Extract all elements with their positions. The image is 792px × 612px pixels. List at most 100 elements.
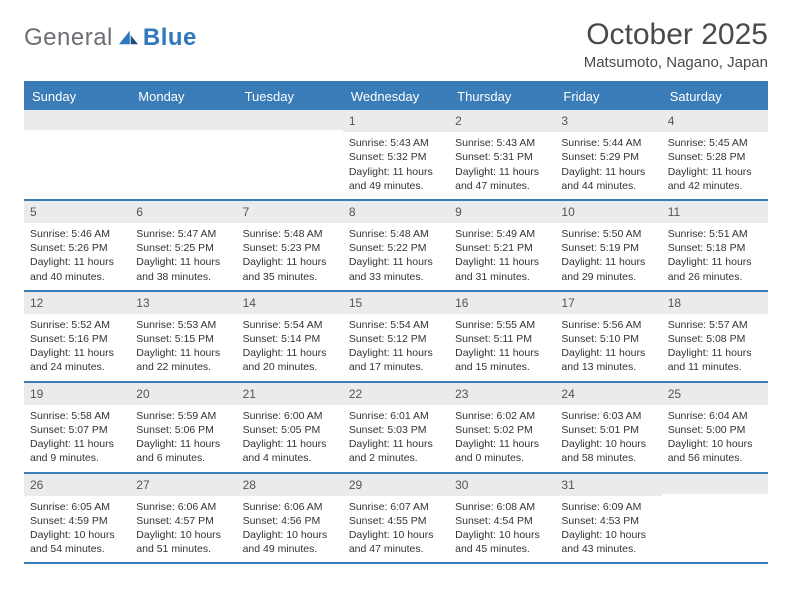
day-info-line: and 26 minutes.: [668, 270, 762, 284]
day-body: Sunrise: 5:45 AMSunset: 5:28 PMDaylight:…: [662, 132, 768, 199]
day-body: Sunrise: 5:54 AMSunset: 5:14 PMDaylight:…: [237, 314, 343, 381]
day-info-line: and 24 minutes.: [30, 360, 124, 374]
day-body: Sunrise: 6:06 AMSunset: 4:57 PMDaylight:…: [130, 496, 236, 563]
logo: General Blue: [24, 18, 197, 52]
day-info-line: Sunrise: 5:45 AM: [668, 136, 762, 150]
day-body: Sunrise: 6:03 AMSunset: 5:01 PMDaylight:…: [555, 405, 661, 472]
day-cell: [130, 110, 236, 199]
day-cell: 27Sunrise: 6:06 AMSunset: 4:57 PMDayligh…: [130, 474, 236, 563]
day-number: 19: [24, 383, 130, 405]
weekday-thursday: Thursday: [449, 83, 555, 110]
day-info-line: Sunrise: 6:01 AM: [349, 409, 443, 423]
day-info-line: Daylight: 10 hours: [561, 528, 655, 542]
day-info-line: Sunrise: 6:08 AM: [455, 500, 549, 514]
day-info-line: and 42 minutes.: [668, 179, 762, 193]
weekday-monday: Monday: [130, 83, 236, 110]
day-info-line: Sunset: 5:22 PM: [349, 241, 443, 255]
day-number: [237, 110, 343, 130]
day-info-line: Sunset: 5:03 PM: [349, 423, 443, 437]
day-body: Sunrise: 6:09 AMSunset: 4:53 PMDaylight:…: [555, 496, 661, 563]
day-info-line: Daylight: 11 hours: [136, 255, 230, 269]
day-info-line: and 56 minutes.: [668, 451, 762, 465]
day-info-line: Sunset: 5:02 PM: [455, 423, 549, 437]
day-info-line: and 11 minutes.: [668, 360, 762, 374]
day-info-line: Daylight: 10 hours: [136, 528, 230, 542]
day-cell: [24, 110, 130, 199]
day-info-line: Daylight: 11 hours: [561, 165, 655, 179]
day-info-line: Sunset: 5:19 PM: [561, 241, 655, 255]
day-info-line: Sunrise: 5:48 AM: [243, 227, 337, 241]
day-info-line: and 9 minutes.: [30, 451, 124, 465]
day-info-line: Sunset: 5:00 PM: [668, 423, 762, 437]
day-info-line: Sunset: 5:05 PM: [243, 423, 337, 437]
day-info-line: Daylight: 11 hours: [349, 255, 443, 269]
day-cell: 26Sunrise: 6:05 AMSunset: 4:59 PMDayligh…: [24, 474, 130, 563]
day-body: Sunrise: 5:43 AMSunset: 5:32 PMDaylight:…: [343, 132, 449, 199]
day-body: Sunrise: 5:57 AMSunset: 5:08 PMDaylight:…: [662, 314, 768, 381]
day-number: [662, 474, 768, 494]
day-info-line: Sunset: 5:14 PM: [243, 332, 337, 346]
day-info-line: and 54 minutes.: [30, 542, 124, 556]
day-info-line: Daylight: 11 hours: [455, 346, 549, 360]
day-number: 13: [130, 292, 236, 314]
day-cell: 16Sunrise: 5:55 AMSunset: 5:11 PMDayligh…: [449, 292, 555, 381]
day-info-line: Sunset: 5:31 PM: [455, 150, 549, 164]
day-info-line: Sunrise: 6:06 AM: [243, 500, 337, 514]
day-info-line: and 2 minutes.: [349, 451, 443, 465]
day-info-line: Sunset: 4:57 PM: [136, 514, 230, 528]
day-info-line: and 13 minutes.: [561, 360, 655, 374]
day-number: 18: [662, 292, 768, 314]
day-info-line: and 4 minutes.: [243, 451, 337, 465]
weekday-header-row: Sunday Monday Tuesday Wednesday Thursday…: [24, 83, 768, 110]
day-body: Sunrise: 5:52 AMSunset: 5:16 PMDaylight:…: [24, 314, 130, 381]
day-info-line: Daylight: 11 hours: [349, 346, 443, 360]
day-info-line: Sunrise: 5:54 AM: [243, 318, 337, 332]
day-info-line: Sunset: 4:55 PM: [349, 514, 443, 528]
day-number: 16: [449, 292, 555, 314]
day-number: 14: [237, 292, 343, 314]
day-info-line: Sunrise: 5:50 AM: [561, 227, 655, 241]
day-info-line: and 33 minutes.: [349, 270, 443, 284]
week-row: 26Sunrise: 6:05 AMSunset: 4:59 PMDayligh…: [24, 474, 768, 565]
day-info-line: Daylight: 11 hours: [668, 165, 762, 179]
day-info-line: Daylight: 11 hours: [243, 437, 337, 451]
day-info-line: and 38 minutes.: [136, 270, 230, 284]
day-number: 25: [662, 383, 768, 405]
day-body: Sunrise: 5:48 AMSunset: 5:22 PMDaylight:…: [343, 223, 449, 290]
day-number: 21: [237, 383, 343, 405]
day-cell: 30Sunrise: 6:08 AMSunset: 4:54 PMDayligh…: [449, 474, 555, 563]
day-info-line: Sunset: 5:28 PM: [668, 150, 762, 164]
day-body: Sunrise: 6:01 AMSunset: 5:03 PMDaylight:…: [343, 405, 449, 472]
day-number: 8: [343, 201, 449, 223]
day-body: Sunrise: 5:43 AMSunset: 5:31 PMDaylight:…: [449, 132, 555, 199]
day-number: 23: [449, 383, 555, 405]
day-info-line: Sunset: 5:06 PM: [136, 423, 230, 437]
day-body: Sunrise: 5:46 AMSunset: 5:26 PMDaylight:…: [24, 223, 130, 290]
day-info-line: Sunset: 5:16 PM: [30, 332, 124, 346]
day-info-line: Daylight: 10 hours: [243, 528, 337, 542]
day-body: Sunrise: 5:54 AMSunset: 5:12 PMDaylight:…: [343, 314, 449, 381]
day-info-line: Sunrise: 5:52 AM: [30, 318, 124, 332]
day-cell: [662, 474, 768, 563]
day-cell: 28Sunrise: 6:06 AMSunset: 4:56 PMDayligh…: [237, 474, 343, 563]
day-info-line: Daylight: 10 hours: [30, 528, 124, 542]
day-info-line: Daylight: 11 hours: [561, 346, 655, 360]
day-number: 26: [24, 474, 130, 496]
day-info-line: Daylight: 11 hours: [136, 346, 230, 360]
weekday-saturday: Saturday: [662, 83, 768, 110]
day-info-line: Sunset: 5:01 PM: [561, 423, 655, 437]
day-info-line: and 40 minutes.: [30, 270, 124, 284]
month-title: October 2025: [584, 18, 768, 52]
weeks-container: 1Sunrise: 5:43 AMSunset: 5:32 PMDaylight…: [24, 110, 768, 564]
day-body: Sunrise: 5:59 AMSunset: 5:06 PMDaylight:…: [130, 405, 236, 472]
day-info-line: Daylight: 11 hours: [243, 346, 337, 360]
day-body: Sunrise: 5:53 AMSunset: 5:15 PMDaylight:…: [130, 314, 236, 381]
day-info-line: Sunrise: 6:05 AM: [30, 500, 124, 514]
day-cell: 6Sunrise: 5:47 AMSunset: 5:25 PMDaylight…: [130, 201, 236, 290]
day-info-line: Sunset: 5:29 PM: [561, 150, 655, 164]
day-cell: 24Sunrise: 6:03 AMSunset: 5:01 PMDayligh…: [555, 383, 661, 472]
day-number: 17: [555, 292, 661, 314]
day-number: 9: [449, 201, 555, 223]
day-cell: 20Sunrise: 5:59 AMSunset: 5:06 PMDayligh…: [130, 383, 236, 472]
day-body: Sunrise: 6:06 AMSunset: 4:56 PMDaylight:…: [237, 496, 343, 563]
